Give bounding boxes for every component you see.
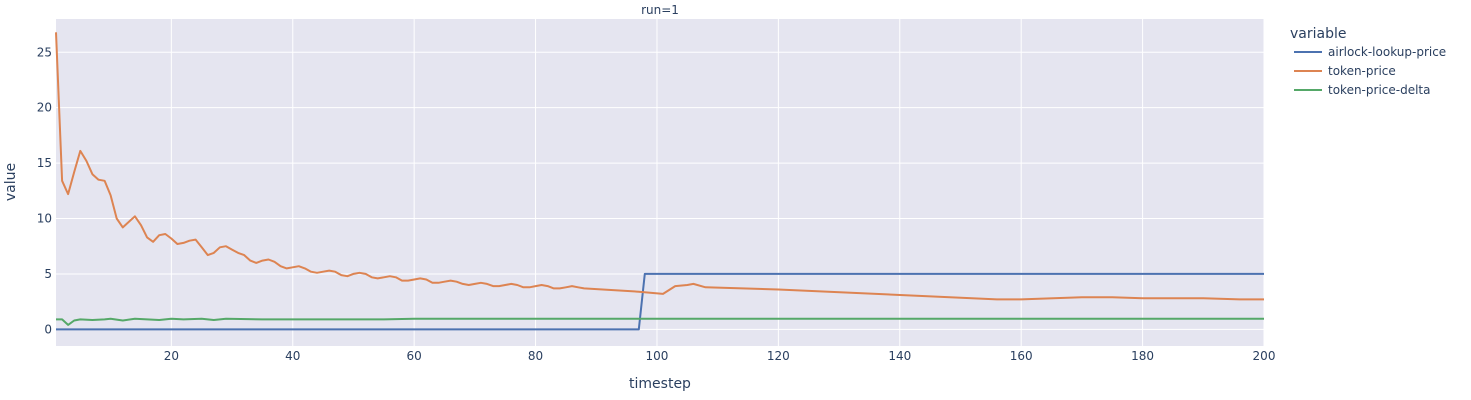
- x-tick-label: 160: [1010, 349, 1033, 363]
- y-tick-label: 20: [37, 101, 52, 115]
- legend-label: airlock-lookup-price: [1328, 45, 1446, 59]
- x-tick-label: 20: [164, 349, 179, 363]
- x-tick-label: 120: [767, 349, 790, 363]
- legend-title: variable: [1290, 26, 1346, 42]
- x-tick-label: 180: [1131, 349, 1154, 363]
- x-tick-label: 40: [285, 349, 300, 363]
- x-tick-labels: 20 40 60 80 100 120 140 160 180 200: [164, 349, 1276, 363]
- series-line-token-price-delta: [56, 317, 1264, 326]
- legend-label: token-price: [1328, 64, 1396, 78]
- y-tick-label: 5: [44, 267, 52, 281]
- series-line-airlock-lookup-price: [56, 272, 1264, 331]
- y-tick-label: 0: [44, 322, 52, 336]
- y-tick-label: 10: [37, 212, 52, 226]
- plot-background: [56, 19, 1264, 346]
- x-tick-label: 140: [888, 349, 911, 363]
- x-tick-label: 100: [646, 349, 669, 363]
- y-tick-label: 25: [37, 45, 52, 59]
- legend-label: token-price-delta: [1328, 83, 1430, 97]
- x-axis-title: timestep: [629, 376, 691, 392]
- y-tick-labels: 0 5 10 15 20 25: [37, 45, 52, 336]
- y-tick-label: 15: [37, 156, 52, 170]
- x-tick-label: 200: [1253, 349, 1276, 363]
- legend: variable airlock-lookup-price token-price…: [1290, 26, 1446, 97]
- grid-lines: [56, 19, 1265, 346]
- y-axis-title: value: [3, 163, 19, 201]
- x-tick-label: 60: [407, 349, 422, 363]
- series-line-token-price: [55, 32, 1264, 301]
- x-tick-label: 80: [528, 349, 543, 363]
- series-layer: [55, 32, 1264, 331]
- chart-title: run=1: [641, 3, 679, 17]
